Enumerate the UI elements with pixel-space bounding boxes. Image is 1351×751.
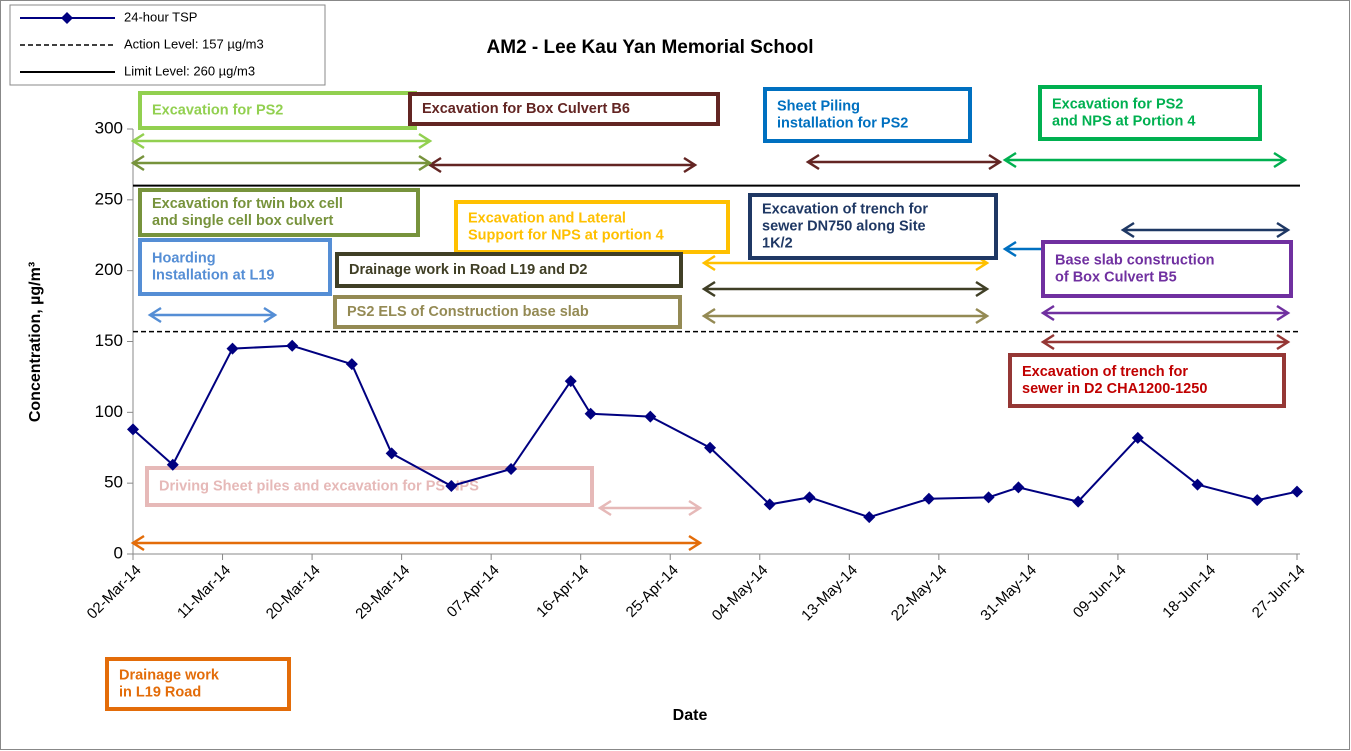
data-point: [803, 491, 816, 504]
annotation-text: Base slab construction: [1055, 252, 1215, 268]
annotation-box: [1008, 353, 1286, 408]
annotation-text: Excavation of trench for: [1022, 364, 1188, 380]
annotation-box: [145, 466, 594, 507]
legend-label: Action Level: 157 µg/m3: [124, 36, 264, 51]
annotation-text: Excavation for Box Culvert B6: [422, 101, 630, 117]
annotation-arrow: [805, 153, 1003, 171]
annotation-arrow: [1040, 333, 1291, 351]
annotation-box: [138, 188, 420, 237]
annotation-arrow: [1002, 151, 1288, 169]
annotation-arrow: [1120, 221, 1291, 239]
annotation-text: PS2 ELS of Construction base slab: [347, 304, 589, 320]
annotation-text: and NPS at Portion 4: [1052, 113, 1195, 129]
annotation-text: Excavation for PS2: [152, 102, 283, 118]
annotation-text: Installation at L19: [152, 267, 274, 283]
y-tick-label: 100: [95, 402, 123, 421]
annotation-text: of Box Culvert B5: [1055, 269, 1177, 285]
chart-title: AM2 - Lee Kau Yan Memorial School: [487, 37, 814, 58]
annotation-arrow: [130, 132, 433, 150]
x-axis-label: Date: [673, 707, 708, 724]
annotation-text: Drainage work in Road L19 and D2: [349, 262, 588, 278]
data-point: [445, 480, 458, 492]
data-point: [166, 458, 179, 471]
annotation-box: [138, 238, 332, 296]
y-tick-label: 0: [114, 543, 123, 562]
data-point: [863, 511, 876, 524]
y-tick-label: 200: [95, 260, 123, 279]
data-point: [1291, 485, 1303, 498]
annotation-box: [333, 295, 682, 329]
data-point: [1191, 478, 1204, 491]
annotation-box: [408, 92, 720, 126]
data-point: [763, 498, 776, 511]
data-point: [644, 410, 657, 423]
y-tick-label: 50: [104, 473, 123, 492]
legend-marker: [61, 12, 73, 24]
annotation-text: Excavation of trench for: [762, 201, 928, 217]
annotation-arrow: [701, 307, 990, 325]
annotation-text: Support for NPS at portion 4: [468, 227, 664, 243]
annotation-text: Sheet Piling: [777, 98, 860, 114]
data-point: [1131, 431, 1144, 444]
data-point: [1072, 495, 1085, 508]
data-point: [1251, 494, 1264, 507]
annotation-arrow: [147, 306, 278, 324]
annotation-text: in L19 Road: [119, 684, 201, 700]
annotation-text: Drainage work: [119, 667, 220, 683]
annotation-text: Excavation and Lateral: [468, 210, 626, 226]
annotation-arrow: [701, 280, 990, 298]
annotation-text: Hoarding: [152, 250, 216, 266]
y-tick-label: 300: [95, 118, 123, 137]
annotation-arrow: [1040, 304, 1291, 322]
y-tick-label: 250: [95, 189, 123, 208]
data-point: [505, 463, 518, 475]
annotation-text: 1K/2: [762, 235, 793, 251]
annotation-arrow: [130, 154, 433, 172]
data-point: [286, 339, 299, 352]
annotation-box: [1038, 85, 1262, 141]
annotation-box: [1041, 240, 1293, 298]
data-point: [1012, 481, 1025, 494]
annotation-arrow: [427, 156, 698, 174]
data-point: [385, 447, 398, 460]
y-axis-label: Concentration, µg/m³: [27, 262, 44, 422]
data-point: [564, 375, 577, 388]
annotation-box: [105, 657, 291, 711]
data-point: [584, 407, 597, 420]
annotation-text: installation for PS2: [777, 115, 908, 131]
data-point: [127, 423, 139, 436]
annotation-box: [763, 87, 972, 143]
annotation-text: Excavation for PS2: [1052, 96, 1183, 112]
annotation-text: Excavation for twin box cell: [152, 196, 343, 212]
annotation-text: Driving Sheet piles and excavation for P…: [159, 478, 479, 494]
data-point: [226, 342, 239, 355]
annotation-arrow: [597, 499, 703, 517]
data-point: [922, 492, 935, 505]
data-point: [982, 491, 995, 504]
annotation-text: sewer DN750 along Site: [762, 218, 926, 234]
annotation-box: [335, 252, 683, 288]
annotation-box: [454, 200, 730, 254]
data-point: [704, 441, 717, 454]
data-point: [345, 358, 358, 371]
annotation-text: and single cell box culvert: [152, 213, 333, 229]
legend-label: Limit Level: 260 µg/m3: [124, 63, 255, 78]
legend-label: 24-hour TSP: [124, 9, 197, 24]
annotation-text: sewer in D2 CHA1200-1250: [1022, 381, 1207, 397]
annotation-box: [748, 193, 998, 260]
y-tick-label: 150: [95, 331, 123, 350]
annotation-arrow: [130, 534, 703, 552]
